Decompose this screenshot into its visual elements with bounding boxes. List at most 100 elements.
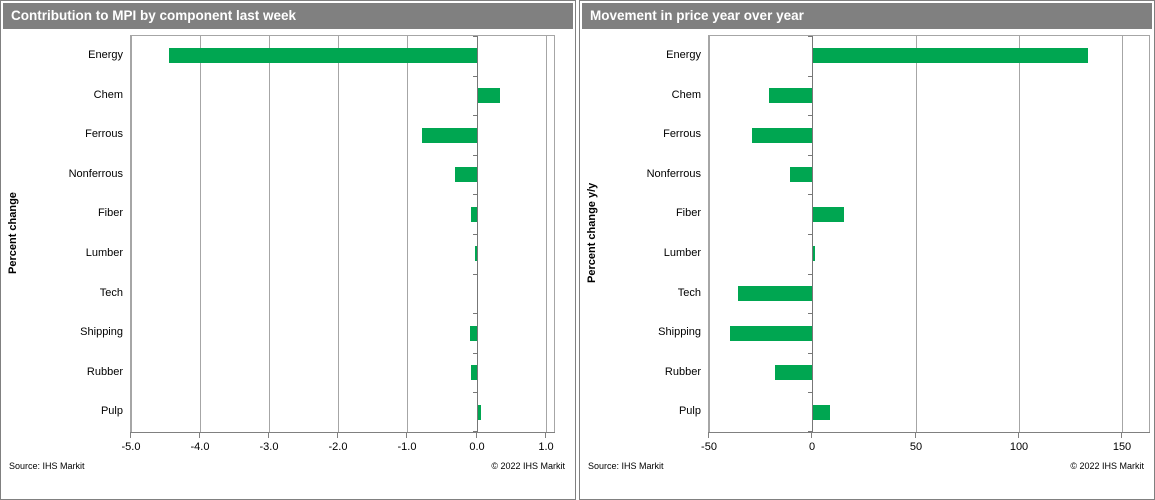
bar-energy: [169, 48, 477, 63]
bar-rubber: [775, 365, 812, 380]
category-axis-tick-mark: [808, 353, 812, 354]
x-axis-tick-label: 0: [808, 441, 816, 453]
chart-panel-price-movement: Movement in price year over year Percent…: [579, 0, 1155, 500]
category-label-nonferrous: Nonferrous: [68, 168, 123, 180]
x-axis-tick-mark: [1121, 433, 1122, 438]
category-label-chem: Chem: [93, 89, 123, 101]
category-label-tech: Tech: [677, 287, 701, 299]
x-axis-tick-label: -4.0: [190, 441, 210, 453]
gridline: [407, 36, 408, 432]
bar-fiber: [471, 207, 477, 222]
category-axis-tick-mark: [808, 36, 812, 37]
x-axis-tick-mark: [199, 433, 200, 438]
category-axis-tick-mark: [473, 155, 477, 156]
bar-tech: [738, 286, 812, 301]
bar-rubber: [471, 365, 477, 380]
category-axis-tick-mark: [473, 274, 477, 275]
zero-axis-line: [812, 36, 813, 432]
category-label-pulp: Pulp: [678, 405, 701, 417]
x-axis-tick-mark: [406, 433, 407, 438]
category-label-lumber: Lumber: [85, 247, 123, 259]
category-axis-tick-mark: [808, 194, 812, 195]
category-label-fiber: Fiber: [97, 207, 123, 219]
x-axis-tick-label: 1.0: [538, 441, 554, 453]
plot-area: [130, 35, 555, 433]
chart-header: Movement in price year over year: [582, 3, 1152, 29]
x-axis-tick-label: -5.0: [121, 441, 141, 453]
x-axis-line: [130, 432, 555, 433]
x-axis-tick-label: 0.0: [469, 441, 485, 453]
bar-ferrous: [422, 128, 477, 143]
bar-lumber: [813, 246, 815, 261]
x-axis-tick-label: -2.0: [328, 441, 348, 453]
category-axis-tick-mark: [808, 392, 812, 393]
category-axis-tick-mark: [473, 194, 477, 195]
category-axis-tick-mark: [808, 76, 812, 77]
category-axis-tick-mark: [808, 274, 812, 275]
gridline: [546, 36, 547, 432]
category-axis-tick-mark: [473, 353, 477, 354]
category-label-chem: Chem: [671, 89, 701, 101]
category-label-ferrous: Ferrous: [663, 128, 701, 140]
bar-nonferrous: [455, 167, 477, 182]
source-note: Source: IHS Markit: [9, 461, 85, 471]
x-axis-tick-label: 150: [1112, 441, 1132, 453]
x-axis-tick-label: -50: [701, 441, 717, 453]
gridline: [338, 36, 339, 432]
category-axis-tick-mark: [473, 234, 477, 235]
category-label-fiber: Fiber: [675, 207, 701, 219]
category-axis-tick-mark: [473, 115, 477, 116]
gridline: [1019, 36, 1020, 432]
category-label-rubber: Rubber: [664, 366, 701, 378]
category-axis-tick-mark: [808, 115, 812, 116]
category-label-shipping: Shipping: [80, 326, 123, 338]
category-axis-tick-mark: [808, 234, 812, 235]
category-axis-tick-mark: [473, 431, 477, 432]
x-axis-tick-mark: [130, 433, 131, 438]
copyright-note: © 2022 IHS Markit: [491, 461, 565, 471]
category-axis-tick-mark: [473, 36, 477, 37]
bar-pulp: [813, 405, 830, 420]
bar-ferrous: [752, 128, 812, 143]
x-axis-tick-label: -3.0: [259, 441, 279, 453]
x-axis-tick-mark: [268, 433, 269, 438]
bar-lumber: [475, 246, 477, 261]
category-label-pulp: Pulp: [100, 405, 123, 417]
chart-title: Movement in price year over year: [590, 8, 804, 23]
chart-header: Contribution to MPI by component last we…: [3, 3, 573, 29]
category-axis-tick-mark: [808, 313, 812, 314]
category-axis-tick-mark: [808, 155, 812, 156]
chart-title: Contribution to MPI by component last we…: [11, 8, 297, 23]
bar-pulp: [478, 405, 481, 420]
x-axis-tick-label: 100: [1009, 441, 1029, 453]
bar-energy: [813, 48, 1088, 63]
x-axis-tick-mark: [476, 433, 477, 438]
category-label-tech: Tech: [99, 287, 123, 299]
gridline: [709, 36, 710, 432]
x-axis-tick-mark: [1018, 433, 1019, 438]
x-axis-tick-mark: [337, 433, 338, 438]
x-axis-tick-mark: [915, 433, 916, 438]
bar-fiber: [813, 207, 844, 222]
category-label-energy: Energy: [88, 49, 123, 61]
source-note: Source: IHS Markit: [588, 461, 664, 471]
category-axis-tick-mark: [473, 392, 477, 393]
bar-shipping: [730, 326, 812, 341]
gridline: [1122, 36, 1123, 432]
x-axis-tick-mark: [708, 433, 709, 438]
x-axis-line: [708, 432, 1150, 433]
bar-chem: [478, 88, 500, 103]
x-axis-tick-mark: [811, 433, 812, 438]
x-axis-tick-mark: [545, 433, 546, 438]
chart-panel-mpi-contribution: Contribution to MPI by component last we…: [0, 0, 576, 500]
bar-nonferrous: [790, 167, 812, 182]
category-label-lumber: Lumber: [663, 247, 701, 259]
gridline: [269, 36, 270, 432]
category-axis-tick-mark: [473, 76, 477, 77]
category-label-rubber: Rubber: [86, 366, 123, 378]
bar-shipping: [470, 326, 477, 341]
copyright-note: © 2022 IHS Markit: [1070, 461, 1144, 471]
gridline: [131, 36, 132, 432]
category-axis-tick-mark: [473, 313, 477, 314]
